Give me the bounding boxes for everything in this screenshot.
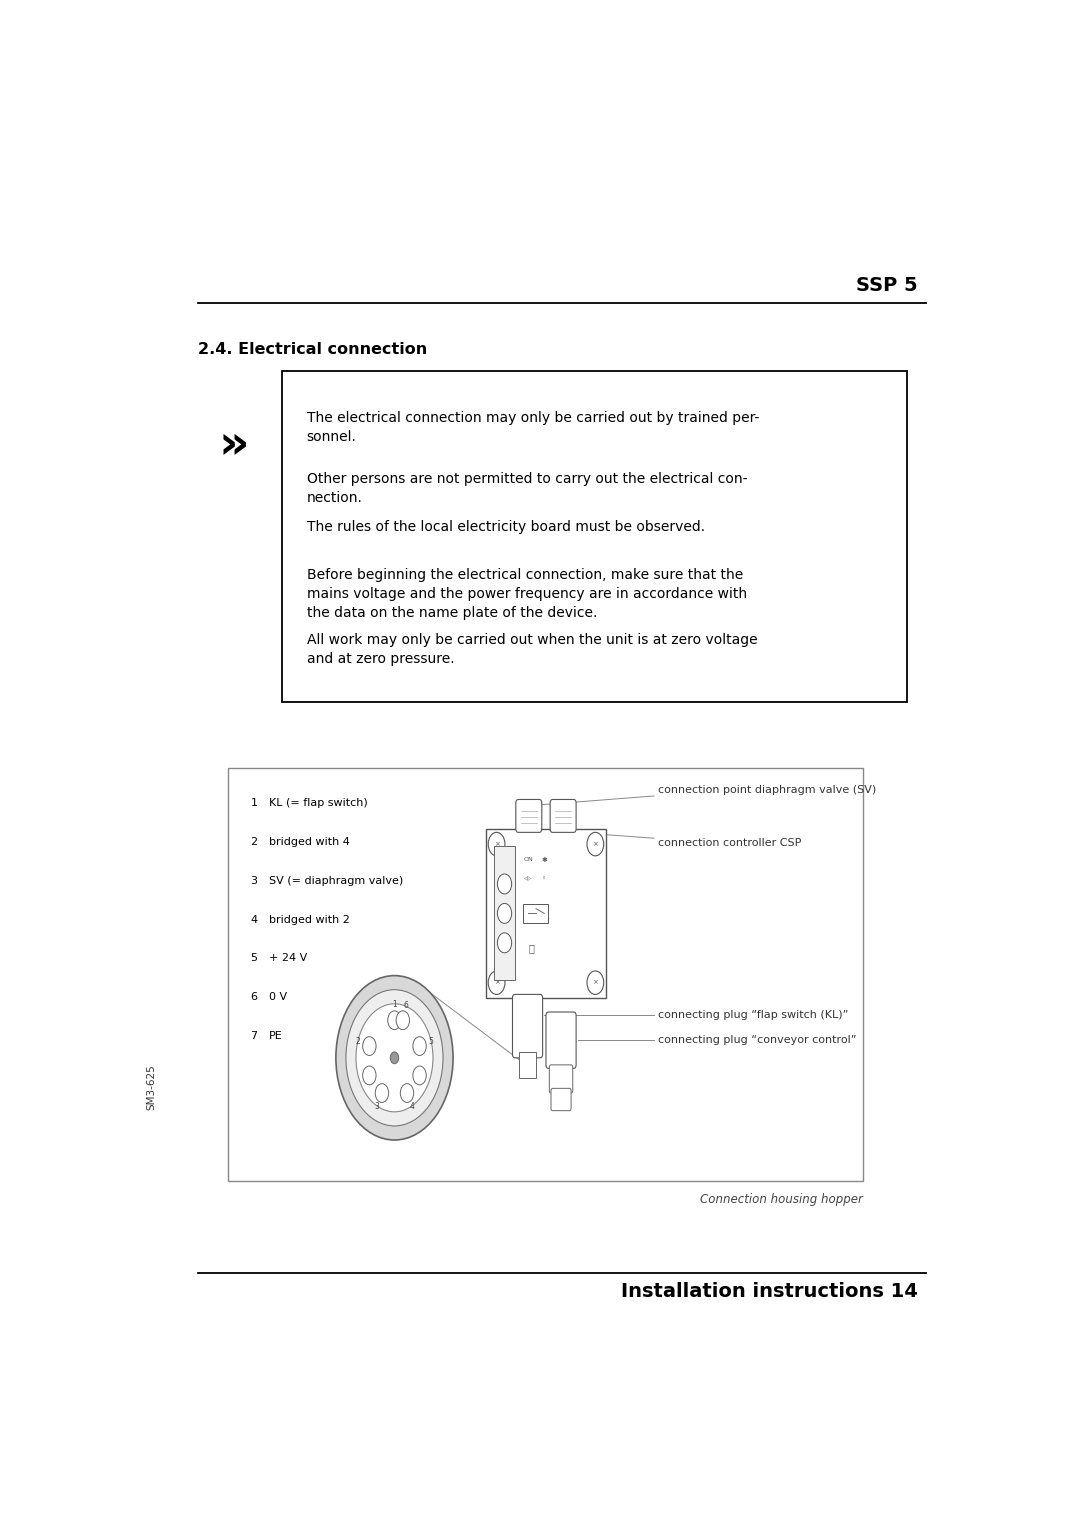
FancyBboxPatch shape <box>546 1013 576 1069</box>
Text: 6: 6 <box>251 993 257 1002</box>
FancyBboxPatch shape <box>550 1064 572 1093</box>
Text: 2.4. Electrical connection: 2.4. Electrical connection <box>198 342 427 357</box>
Text: 1: 1 <box>392 1000 396 1010</box>
Text: + 24 V: + 24 V <box>269 953 307 964</box>
Text: 6: 6 <box>404 1002 408 1010</box>
Circle shape <box>363 1066 376 1084</box>
FancyBboxPatch shape <box>551 1089 571 1110</box>
Bar <box>282 371 907 702</box>
Text: ⏚: ⏚ <box>529 942 535 953</box>
Text: ×: × <box>593 979 598 985</box>
Circle shape <box>413 1037 427 1055</box>
Bar <box>228 767 863 1182</box>
Circle shape <box>363 1037 376 1055</box>
Text: 3: 3 <box>375 1103 379 1112</box>
Text: ◁▷: ◁▷ <box>524 875 531 881</box>
FancyBboxPatch shape <box>550 799 576 833</box>
Text: ◦: ◦ <box>542 875 545 881</box>
Text: 2: 2 <box>251 837 258 846</box>
Circle shape <box>356 1003 433 1112</box>
Text: 7: 7 <box>251 1031 258 1040</box>
Text: ON: ON <box>524 857 534 862</box>
Circle shape <box>498 903 512 923</box>
Text: connecting plug “flap switch (KL)”: connecting plug “flap switch (KL)” <box>658 1010 849 1020</box>
Circle shape <box>390 1052 399 1064</box>
FancyBboxPatch shape <box>516 799 542 833</box>
Circle shape <box>498 933 512 953</box>
Circle shape <box>388 1011 401 1029</box>
Circle shape <box>498 874 512 894</box>
Text: All work may only be carried out when the unit is at zero voltage
and at zero pr: All work may only be carried out when th… <box>307 633 757 666</box>
Circle shape <box>346 990 443 1125</box>
Text: Other persons are not permitted to carry out the electrical con-
nection.: Other persons are not permitted to carry… <box>307 471 747 505</box>
Text: bridged with 4: bridged with 4 <box>269 837 350 846</box>
FancyBboxPatch shape <box>513 994 542 1058</box>
Circle shape <box>588 833 604 856</box>
Text: 5: 5 <box>429 1037 433 1046</box>
Bar <box>486 830 606 997</box>
Text: ×: × <box>494 842 500 846</box>
Circle shape <box>588 971 604 994</box>
Text: 1: 1 <box>251 798 257 808</box>
Circle shape <box>488 971 505 994</box>
Text: connecting plug “conveyor control”: connecting plug “conveyor control” <box>658 1035 856 1045</box>
Text: 4: 4 <box>409 1103 415 1112</box>
Text: SM3-625: SM3-625 <box>147 1064 157 1110</box>
Circle shape <box>488 833 505 856</box>
Circle shape <box>401 1084 414 1103</box>
Text: 5: 5 <box>251 953 257 964</box>
Text: Installation instructions 14: Installation instructions 14 <box>621 1283 918 1301</box>
Text: Before beginning the electrical connection, make sure that the
mains voltage and: Before beginning the electrical connecti… <box>307 569 746 621</box>
Text: »: » <box>218 422 249 468</box>
Text: 4: 4 <box>251 915 258 924</box>
Circle shape <box>336 976 454 1141</box>
Text: 2: 2 <box>356 1037 361 1046</box>
Text: SV (= diaphragm valve): SV (= diaphragm valve) <box>269 875 403 886</box>
Bar <box>519 1052 536 1078</box>
Text: ✱: ✱ <box>542 857 548 863</box>
Text: 3: 3 <box>251 875 257 886</box>
Text: KL (= flap switch): KL (= flap switch) <box>269 798 367 808</box>
Text: SSP 5: SSP 5 <box>856 276 918 294</box>
Bar <box>494 846 515 981</box>
Text: ×: × <box>593 842 598 846</box>
Bar <box>524 904 549 923</box>
Text: connection point diaphragm valve (SV): connection point diaphragm valve (SV) <box>658 785 876 795</box>
Text: ×: × <box>494 979 500 985</box>
Circle shape <box>396 1011 409 1029</box>
Text: connection controller CSP: connection controller CSP <box>658 839 801 848</box>
Text: Connection housing hopper: Connection housing hopper <box>700 1193 863 1206</box>
Circle shape <box>375 1084 389 1103</box>
Text: 0 V: 0 V <box>269 993 287 1002</box>
Text: bridged with 2: bridged with 2 <box>269 915 350 924</box>
Text: PE: PE <box>269 1031 283 1040</box>
Circle shape <box>413 1066 427 1084</box>
Text: The rules of the local electricity board must be observed.: The rules of the local electricity board… <box>307 520 705 534</box>
Text: The electrical connection may only be carried out by trained per-
sonnel.: The electrical connection may only be ca… <box>307 410 759 444</box>
